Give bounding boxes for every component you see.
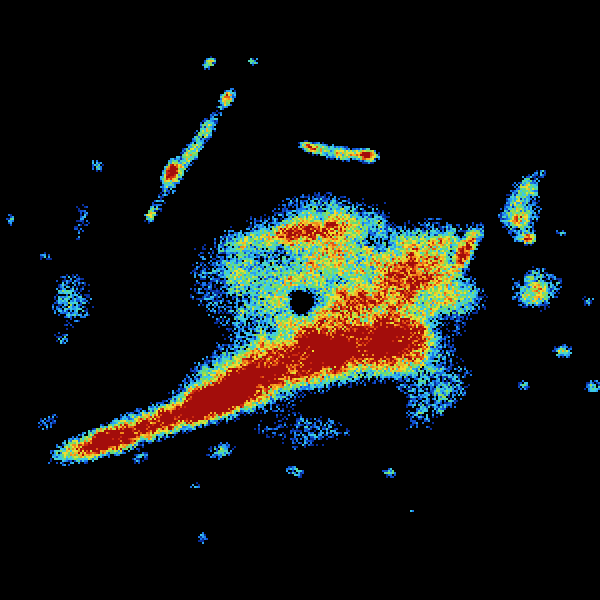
radar-screen [0, 0, 600, 600]
radar-echo-canvas [0, 0, 600, 600]
